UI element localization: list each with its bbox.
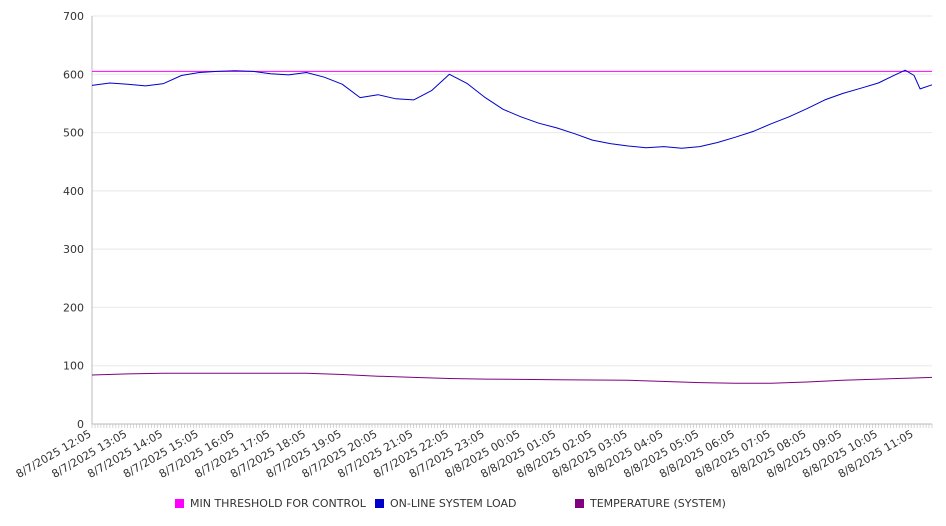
axes (91, 16, 933, 428)
legend-item-temperature[interactable]: TEMPERATURE (SYSTEM) (575, 497, 726, 510)
legend-swatch-threshold (175, 499, 184, 508)
y-tick-label: 0 (77, 418, 84, 431)
chart: 0 100 200 300 400 500 600 700 8/7/2025 12:058/7… (14, 10, 933, 481)
series-line (91, 69, 933, 149)
y-tick-label: 300 (63, 243, 84, 256)
legend-label-temperature: TEMPERATURE (SYSTEM) (590, 497, 726, 510)
gridlines (92, 15, 932, 425)
y-tick-label: 100 (63, 360, 84, 373)
legend-swatch-temperature (575, 499, 584, 508)
y-axis-ticks: 0 100 200 300 400 500 600 700 (63, 10, 84, 431)
legend-label-threshold: MIN THRESHOLD FOR CONTROL (190, 497, 366, 510)
y-tick-label: 500 (63, 127, 84, 140)
y-tick-label: 700 (63, 10, 84, 23)
y-tick-label: 200 (63, 301, 84, 314)
y-tick-label: 600 (63, 68, 84, 81)
legend-label-system-load: ON-LINE SYSTEM LOAD (390, 497, 517, 510)
legend-swatch-system-load (375, 499, 384, 508)
x-axis-ticks: 8/7/2025 12:058/7/2025 13:058/7/2025 14:… (14, 427, 916, 481)
legend-item-threshold[interactable]: MIN THRESHOLD FOR CONTROL (175, 497, 366, 510)
legend-item-system-load[interactable]: ON-LINE SYSTEM LOAD (375, 497, 516, 510)
series-lines (91, 69, 933, 384)
series-line (91, 372, 933, 384)
y-tick-label: 400 (63, 185, 84, 198)
legend: MIN THRESHOLD FOR CONTROL ON-LINE SYSTEM… (0, 497, 946, 515)
